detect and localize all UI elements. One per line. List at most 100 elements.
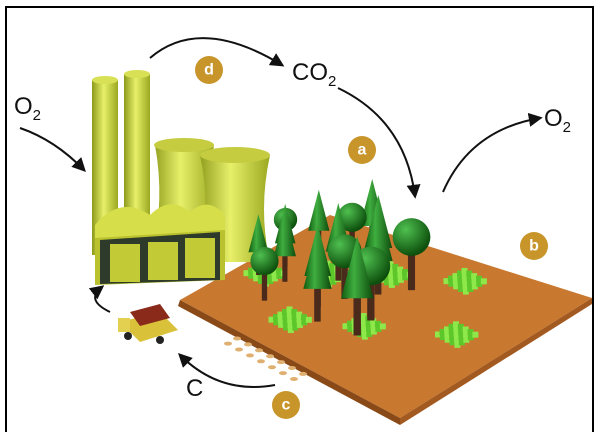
grass-block [277, 316, 284, 323]
stone [246, 353, 254, 358]
grass-block [471, 278, 478, 285]
grass-block [252, 270, 259, 277]
stone [290, 377, 298, 381]
grass-block [342, 323, 349, 330]
grass-block [301, 319, 308, 326]
grass-block [453, 283, 460, 290]
tree-crown [337, 202, 367, 232]
grass-block [361, 328, 368, 335]
trunk [282, 247, 288, 282]
grass-block [387, 261, 394, 268]
truck [118, 304, 178, 344]
grass-block [329, 268, 336, 275]
grass-block [370, 328, 377, 335]
grass-block [291, 314, 298, 321]
grass-block [296, 311, 303, 318]
subscript: 2 [328, 73, 336, 90]
grass-block [444, 326, 450, 333]
grass-block [388, 271, 395, 278]
grass-block [463, 331, 470, 338]
grass-block [448, 328, 455, 335]
trunk [353, 285, 361, 336]
grass-block [370, 318, 377, 325]
grass-block [476, 280, 483, 287]
grass-block [467, 329, 474, 336]
grass-block [248, 272, 255, 279]
grass-block [296, 321, 303, 328]
grass-block [393, 279, 400, 286]
stone [244, 342, 252, 347]
grass-block [273, 314, 279, 321]
grass-block [276, 267, 283, 274]
grass-block [291, 309, 298, 316]
grass-block [449, 334, 456, 341]
subscript: 2 [563, 119, 571, 136]
tree-crown [308, 189, 330, 231]
grass-block [392, 269, 399, 276]
grass-block [283, 324, 290, 331]
subscript: 2 [33, 107, 41, 124]
grass-block [257, 272, 264, 279]
grass-block [443, 278, 450, 285]
grass-block [480, 278, 487, 285]
grass-block [458, 329, 465, 336]
grass-block [472, 331, 479, 338]
grass-block [384, 279, 391, 286]
grass-block [452, 278, 459, 285]
tree-crown [392, 218, 431, 256]
grass-block [271, 270, 278, 277]
grass-block [458, 334, 465, 341]
grass-block [296, 316, 303, 323]
grass-block [467, 334, 474, 341]
grass-block [449, 339, 456, 346]
grass-block [453, 326, 460, 333]
grass-block [397, 266, 404, 273]
grass-block [444, 336, 451, 343]
grass-block [301, 314, 308, 321]
grass-block [463, 336, 470, 343]
grass-block [268, 316, 275, 323]
carbon-label: C [186, 375, 203, 402]
step-label: b [529, 238, 539, 255]
grass-block [435, 331, 441, 338]
grass-block [287, 327, 294, 334]
grass-block [458, 339, 465, 346]
step-label: d [204, 62, 214, 79]
grass-block [457, 280, 464, 287]
grass-block [375, 325, 382, 332]
grass-block [457, 270, 463, 277]
stones [224, 336, 307, 381]
grass-block [292, 324, 299, 331]
grass-block [471, 283, 478, 290]
grass-block [466, 270, 473, 277]
grass-block [462, 288, 469, 295]
grass-block [397, 271, 404, 278]
grass-block [278, 321, 285, 328]
grass-block [457, 323, 464, 330]
stone [268, 365, 276, 370]
grass-block [448, 323, 455, 330]
grass-block [361, 333, 368, 340]
symbol: CO [292, 59, 328, 86]
grass-block [253, 275, 260, 282]
grass-block [388, 281, 395, 288]
arrows [19, 37, 543, 388]
grass-block [243, 270, 250, 277]
grass-block [467, 280, 474, 287]
grass-block [282, 319, 289, 326]
stone [266, 354, 274, 359]
grass-block [453, 321, 459, 328]
grass-block [439, 328, 446, 335]
stone [235, 347, 243, 352]
step-label: a [358, 142, 367, 159]
grass-block [286, 306, 293, 313]
grass-block [393, 274, 400, 281]
grass-block [379, 323, 386, 330]
grass-block [292, 319, 299, 326]
trunk [314, 278, 321, 322]
grass-block [387, 266, 394, 273]
grass-block [461, 273, 468, 280]
grass-block [467, 285, 474, 292]
grass-block [282, 314, 289, 321]
grass-block [476, 275, 483, 282]
